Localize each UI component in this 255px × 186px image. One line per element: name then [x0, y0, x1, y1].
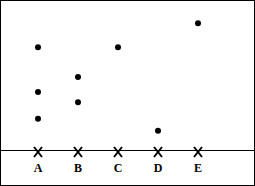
baseline-x: [74, 147, 82, 157]
dot: [35, 44, 41, 50]
baseline-x: [154, 147, 162, 157]
baseline-x-stroke: [154, 147, 162, 157]
baseline-x: [194, 147, 202, 157]
dot: [155, 128, 161, 134]
dot: [35, 116, 41, 122]
x-tick-label: C: [114, 161, 123, 175]
baseline-x-stroke: [34, 147, 42, 157]
marks: [35, 20, 201, 133]
baseline-x-stroke: [154, 147, 162, 157]
baseline-x-stroke: [74, 147, 82, 157]
chart: A B C D E: [0, 0, 255, 186]
dot: [75, 99, 81, 105]
frame: [1, 1, 255, 186]
baseline-x-stroke: [114, 147, 122, 157]
baseline-x-stroke: [34, 147, 42, 157]
dot: [35, 89, 41, 95]
baseline-x-stroke: [194, 147, 202, 157]
baseline-x-stroke: [114, 147, 122, 157]
x-tick-label: D: [154, 161, 163, 175]
dot: [195, 20, 201, 26]
x-tick-label: A: [34, 161, 43, 175]
x-tick-label: E: [194, 161, 202, 175]
dot: [115, 44, 121, 50]
x-tick-label: B: [74, 161, 82, 175]
baseline-x: [34, 147, 42, 157]
baseline-x-stroke: [74, 147, 82, 157]
baseline-x: [114, 147, 122, 157]
baseline-x-stroke: [194, 147, 202, 157]
dot: [75, 74, 81, 80]
